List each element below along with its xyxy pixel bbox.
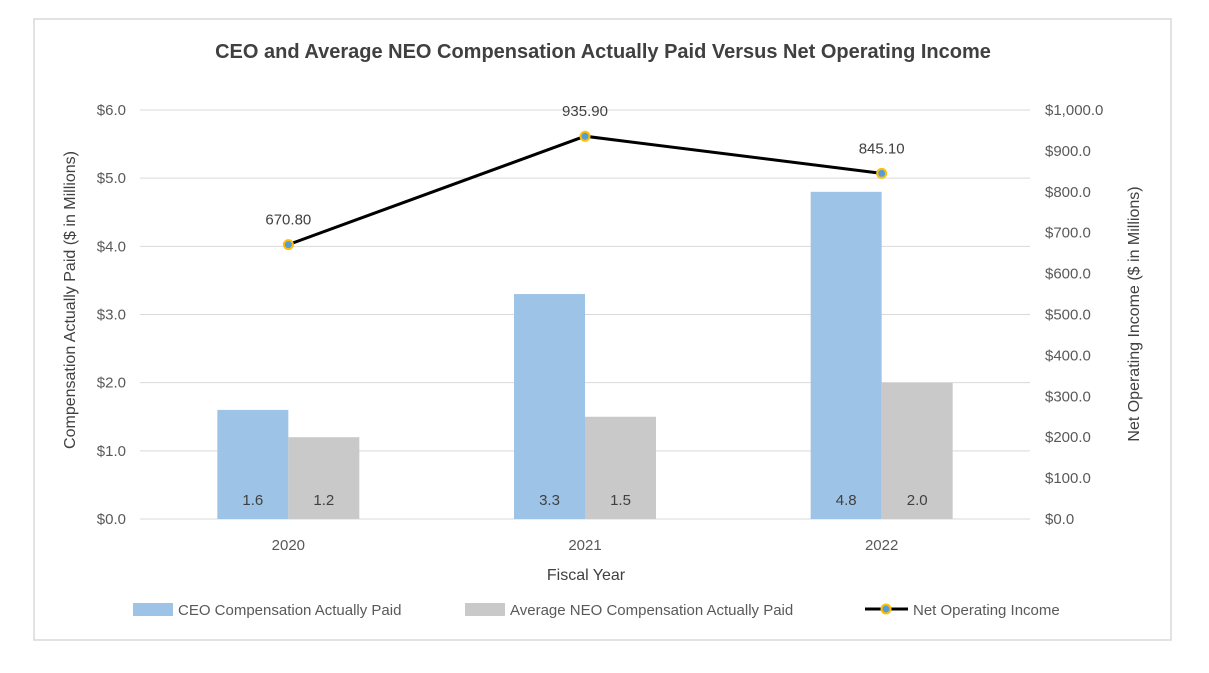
x-tick-label: 2022: [865, 537, 898, 554]
legend-swatch-ceo: [133, 603, 173, 616]
y2-tick-label: $600.0: [1045, 266, 1091, 283]
y2-tick-label: $1,000.0: [1045, 102, 1103, 119]
legend-marker-noi: [880, 603, 892, 615]
bar-neo-2020: [288, 437, 360, 519]
y2-tick-label: $0.0: [1045, 511, 1074, 528]
y2-axis-ticks: $0.0 $100.0 $200.0 $300.0 $400.0 $500.0 $600.0…: [1045, 102, 1103, 528]
bar-ceo-2022: [810, 191, 882, 520]
bar-ceo-label: 4.8: [836, 492, 857, 509]
x-axis-title: Fiscal Year: [547, 567, 626, 584]
noi-data-label: 670.80: [265, 212, 311, 229]
y2-tick-label: $300.0: [1045, 388, 1091, 405]
y-tick-label: $1.0: [97, 443, 126, 460]
bar-ceo-2020: [217, 409, 289, 519]
legend-label-neo: Average NEO Compensation Actually Paid: [510, 602, 793, 619]
bar-neo-2021: [585, 416, 656, 519]
y2-tick-label: $500.0: [1045, 307, 1091, 324]
y-tick-label: $3.0: [97, 307, 126, 324]
x-tick-label: 2020: [272, 537, 305, 554]
y2-tick-label: $900.0: [1045, 143, 1091, 160]
noi-data-label: 935.90: [562, 103, 608, 120]
y-axis-ticks: $0.0 $1.0 $2.0 $3.0 $4.0 $5.0 $6.0: [97, 102, 126, 528]
noi-marker: [876, 167, 888, 179]
y-axis-title: Compensation Actually Paid ($ in Million…: [62, 151, 79, 449]
y2-tick-label: $700.0: [1045, 225, 1091, 242]
bar-neo-label: 1.5: [610, 492, 631, 509]
y-tick-label: $5.0: [97, 170, 126, 187]
noi-marker: [579, 130, 591, 142]
y2-tick-label: $200.0: [1045, 429, 1091, 446]
y-tick-label: $4.0: [97, 238, 126, 255]
y2-tick-label: $800.0: [1045, 184, 1091, 201]
y2-axis-title: Net Operating Income ($ in Millions): [1126, 186, 1143, 441]
noi-marker: [282, 239, 294, 251]
legend-label-ceo: CEO Compensation Actually Paid: [178, 602, 401, 619]
bars: 1.6 1.2 3.3 1.5 4.8 2.0: [217, 191, 953, 520]
bar-ceo-2021: [514, 294, 585, 519]
chart-border: [33, 18, 1172, 641]
x-tick-label: 2021: [568, 537, 601, 554]
bar-ceo-label: 1.6: [242, 492, 263, 509]
y2-tick-label: $100.0: [1045, 470, 1091, 487]
y-tick-label: $0.0: [97, 511, 126, 528]
net-operating-income-line-group: 670.80 935.90 845.10: [265, 103, 905, 251]
bar-ceo-label: 3.3: [539, 492, 560, 509]
bar-neo-label: 1.2: [313, 492, 334, 509]
legend: CEO Compensation Actually Paid Average N…: [133, 602, 1060, 619]
y-tick-label: $2.0: [97, 375, 126, 392]
x-axis-ticks: 2020 2021 2022: [272, 537, 899, 554]
chart-title: CEO and Average NEO Compensation Actuall…: [215, 41, 991, 63]
y-tick-label: $6.0: [97, 102, 126, 119]
bar-neo-2022: [881, 382, 953, 519]
legend-label-noi: Net Operating Income: [913, 602, 1060, 619]
noi-data-label: 845.10: [859, 140, 905, 157]
y2-tick-label: $400.0: [1045, 347, 1091, 364]
legend-swatch-neo: [465, 603, 505, 616]
bar-neo-label: 2.0: [907, 492, 928, 509]
